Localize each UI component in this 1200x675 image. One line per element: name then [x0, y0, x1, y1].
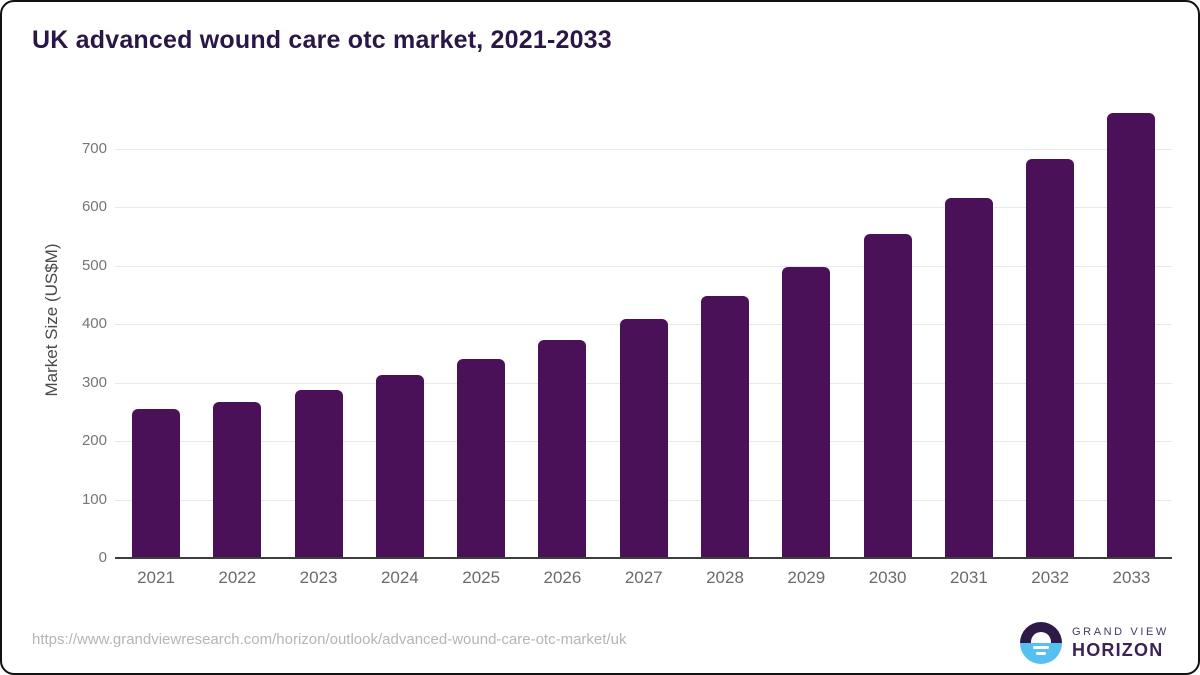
bar-2026	[538, 340, 587, 558]
x-tick-label-2021: 2021	[137, 568, 175, 587]
logo-product-line: HORIZON	[1072, 639, 1164, 660]
logo-text: GRAND VIEW HORIZON	[1072, 626, 1169, 661]
bar-2024	[375, 374, 424, 558]
bar-2021	[132, 408, 180, 558]
y-tick-label-600: 600	[81, 198, 107, 215]
y-tick-label-0: 0	[98, 549, 107, 566]
y-tick-label-100: 100	[81, 490, 107, 508]
logo-brand-line: GRAND VIEW	[1072, 625, 1169, 638]
bar-2028	[701, 295, 750, 558]
gridline-500	[115, 265, 1172, 267]
x-tick-label-2024: 2024	[380, 568, 419, 587]
gridline-700	[115, 148, 1172, 150]
chart-title: UK advanced wound care otc market, 2021-…	[32, 26, 612, 54]
x-tick-label-2022: 2022	[218, 568, 257, 587]
x-tick-label-2030: 2030	[868, 568, 907, 587]
bar-2029	[782, 266, 831, 558]
x-tick-label-2023: 2023	[299, 568, 338, 587]
gridline-600	[115, 207, 1172, 208]
bar-2031	[944, 198, 993, 558]
bar-2032	[1026, 159, 1075, 558]
x-tick-label-2033: 2033	[1112, 568, 1151, 587]
grand-view-horizon-logo: GRAND VIEW HORIZON	[1020, 622, 1169, 664]
x-axis-line	[115, 557, 1172, 559]
source-url: https://www.grandviewresearch.com/horizo…	[32, 631, 627, 648]
y-tick-label-200: 200	[81, 432, 107, 449]
sunrise-horizon-icon	[1020, 622, 1062, 664]
bar-2030	[863, 234, 912, 558]
y-tick-label-500: 500	[81, 256, 107, 274]
x-tick-label-2029: 2029	[787, 568, 826, 587]
bar-2027	[619, 319, 668, 558]
x-tick-label-2032: 2032	[1031, 568, 1070, 587]
x-tick-label-2026: 2026	[543, 568, 582, 587]
bar-2023	[294, 390, 343, 558]
y-tick-label-300: 300	[81, 373, 107, 391]
y-tick-label-400: 400	[81, 315, 107, 332]
x-tick-label-2025: 2025	[462, 568, 501, 587]
bar-2033	[1107, 113, 1156, 558]
y-tick-label-700: 700	[81, 139, 107, 157]
x-tick-label-2031: 2031	[949, 568, 988, 587]
bar-2022	[213, 402, 262, 558]
x-tick-label-2028: 2028	[706, 568, 744, 587]
bar-2025	[457, 358, 506, 558]
x-tick-label-2027: 2027	[624, 568, 663, 587]
